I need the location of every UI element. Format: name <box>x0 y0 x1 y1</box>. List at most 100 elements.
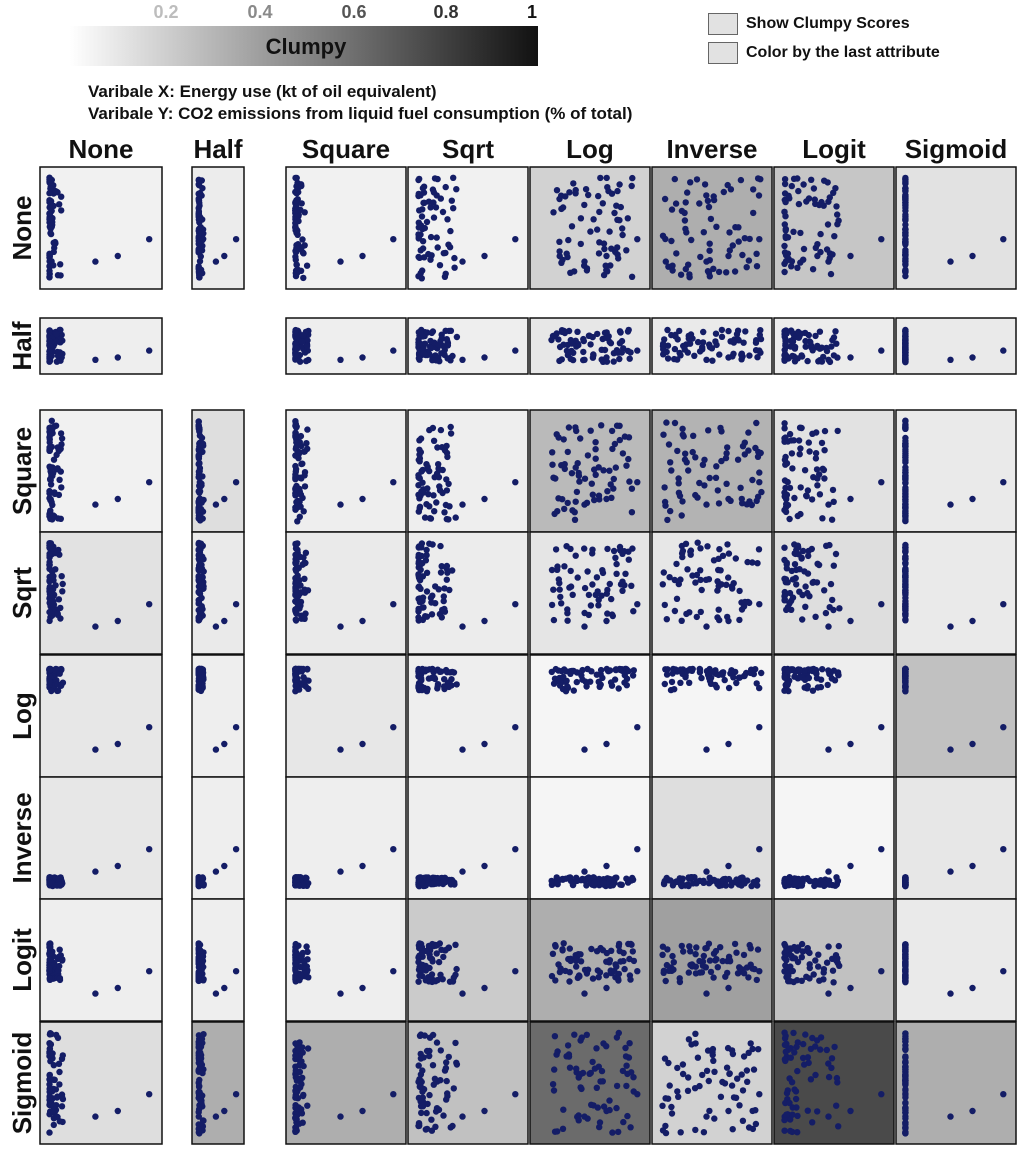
scatter-cell-sigmoid-sigmoid[interactable] <box>895 1021 1017 1145</box>
scatter-cell-logit-inverse[interactable] <box>651 898 773 1022</box>
scatter-cell-inverse-logit[interactable] <box>773 776 895 900</box>
scatter-cell-sqrt-half[interactable] <box>191 531 245 655</box>
scatter-cell-half-sqrt[interactable] <box>407 317 529 375</box>
data-point <box>789 1104 796 1111</box>
data-point <box>560 436 567 443</box>
data-point <box>812 613 819 620</box>
scatter-cell-none-sigmoid[interactable] <box>895 166 1017 290</box>
scatter-cell-half-logit[interactable] <box>773 317 895 375</box>
scatter-cell-none-inverse[interactable] <box>651 166 773 290</box>
scatter-cell-log-square[interactable] <box>285 654 407 778</box>
scatter-cell-square-none[interactable] <box>39 409 163 533</box>
scatter-cell-inverse-inverse[interactable] <box>651 776 773 900</box>
data-point <box>423 1047 431 1055</box>
data-point <box>548 972 556 980</box>
scatter-cell-logit-none[interactable] <box>39 898 163 1022</box>
scatter-cell-sqrt-inverse[interactable] <box>651 531 773 655</box>
data-point <box>303 968 311 976</box>
scatter-cell-half-square[interactable] <box>285 317 407 375</box>
data-point <box>669 262 676 269</box>
scatter-cell-logit-sigmoid[interactable] <box>895 898 1017 1022</box>
scatter-cell-log-log[interactable] <box>529 654 651 778</box>
show-clumpy-scores-checkbox[interactable] <box>708 13 738 35</box>
scatter-cell-logit-sqrt[interactable] <box>407 898 529 1022</box>
data-point <box>821 447 828 454</box>
data-point <box>359 354 366 361</box>
scatter-cell-square-sigmoid[interactable] <box>895 409 1017 533</box>
data-point <box>794 1067 801 1075</box>
scatter-cell-logit-log[interactable] <box>529 898 651 1022</box>
color-by-last-attribute-checkbox[interactable] <box>708 42 738 64</box>
data-point <box>902 494 909 501</box>
data-point <box>902 464 909 471</box>
data-point <box>212 258 220 265</box>
scatter-cell-none-none[interactable] <box>39 166 163 290</box>
scatter-cell-half-inverse[interactable] <box>651 317 773 375</box>
cell-background <box>895 317 1017 375</box>
scatter-cell-inverse-square[interactable] <box>285 776 407 900</box>
scatter-cell-none-log[interactable] <box>529 166 651 290</box>
data-point <box>786 484 794 492</box>
data-point <box>46 879 53 886</box>
scatter-cell-log-inverse[interactable] <box>651 654 773 778</box>
scatter-cell-sigmoid-square[interactable] <box>285 1021 407 1145</box>
data-point <box>679 1070 687 1078</box>
scatter-cell-sqrt-logit[interactable] <box>773 531 895 655</box>
data-point <box>561 505 568 513</box>
scatter-cell-log-logit[interactable] <box>773 654 895 778</box>
scatter-cell-none-square[interactable] <box>285 166 407 290</box>
scatter-cell-none-logit[interactable] <box>773 166 895 290</box>
scatter-cell-square-logit[interactable] <box>773 409 895 533</box>
scatter-cell-logit-logit[interactable] <box>773 898 895 1022</box>
scatter-cell-sigmoid-logit[interactable] <box>773 1021 895 1145</box>
data-point <box>447 227 454 235</box>
scatter-cell-half-log[interactable] <box>529 317 651 375</box>
data-point <box>561 563 568 570</box>
scatter-cell-inverse-sigmoid[interactable] <box>895 776 1017 900</box>
scatter-cell-log-sigmoid[interactable] <box>895 654 1017 778</box>
scatter-cell-half-none[interactable] <box>39 317 163 375</box>
data-point <box>685 1074 692 1081</box>
scatter-cell-square-half[interactable] <box>191 409 245 533</box>
data-point <box>564 1042 572 1049</box>
data-point <box>591 496 598 504</box>
scatter-cell-log-none[interactable] <box>39 654 163 778</box>
scatter-cell-square-log[interactable] <box>529 409 651 533</box>
scatter-cell-inverse-half[interactable] <box>191 776 245 900</box>
data-point <box>588 945 595 953</box>
scatter-cell-square-square[interactable] <box>285 409 407 533</box>
scatter-cell-sigmoid-sqrt[interactable] <box>407 1021 529 1145</box>
scatter-cell-sigmoid-log[interactable] <box>529 1021 651 1145</box>
data-point <box>416 972 423 979</box>
scatter-cell-inverse-log[interactable] <box>529 776 651 900</box>
scatter-cell-none-half[interactable] <box>191 166 245 290</box>
scatter-cell-inverse-sqrt[interactable] <box>407 776 529 900</box>
scatter-cell-square-sqrt[interactable] <box>407 409 529 533</box>
scatter-cell-none-sqrt[interactable] <box>407 166 529 290</box>
data-point <box>813 466 821 473</box>
scatter-cell-logit-half[interactable] <box>191 898 245 1022</box>
data-point <box>584 966 592 973</box>
scatter-cell-log-half[interactable] <box>191 654 245 778</box>
scatter-cell-sigmoid-half[interactable] <box>191 1021 245 1145</box>
scatter-cell-log-sqrt[interactable] <box>407 654 529 778</box>
scatter-cell-sqrt-none[interactable] <box>39 531 163 655</box>
data-point <box>661 601 668 609</box>
scatter-cell-sigmoid-inverse[interactable] <box>651 1021 773 1145</box>
data-point <box>295 882 303 889</box>
scatter-cell-sqrt-square[interactable] <box>285 531 407 655</box>
data-point <box>781 268 788 276</box>
data-point <box>666 1082 673 1089</box>
scatter-cell-sqrt-sigmoid[interactable] <box>895 531 1017 655</box>
data-point <box>199 1117 207 1124</box>
scatter-cell-inverse-none[interactable] <box>39 776 163 900</box>
data-point <box>847 984 854 992</box>
data-point <box>698 586 705 594</box>
scatter-cell-half-sigmoid[interactable] <box>895 317 1017 375</box>
scatter-cell-sqrt-log[interactable] <box>529 531 651 655</box>
scatter-cell-sigmoid-none[interactable] <box>39 1021 163 1145</box>
scatter-cell-sqrt-sqrt[interactable] <box>407 531 529 655</box>
scatter-cell-logit-square[interactable] <box>285 898 407 1022</box>
data-point <box>847 252 854 260</box>
scatter-cell-square-inverse[interactable] <box>651 409 773 533</box>
